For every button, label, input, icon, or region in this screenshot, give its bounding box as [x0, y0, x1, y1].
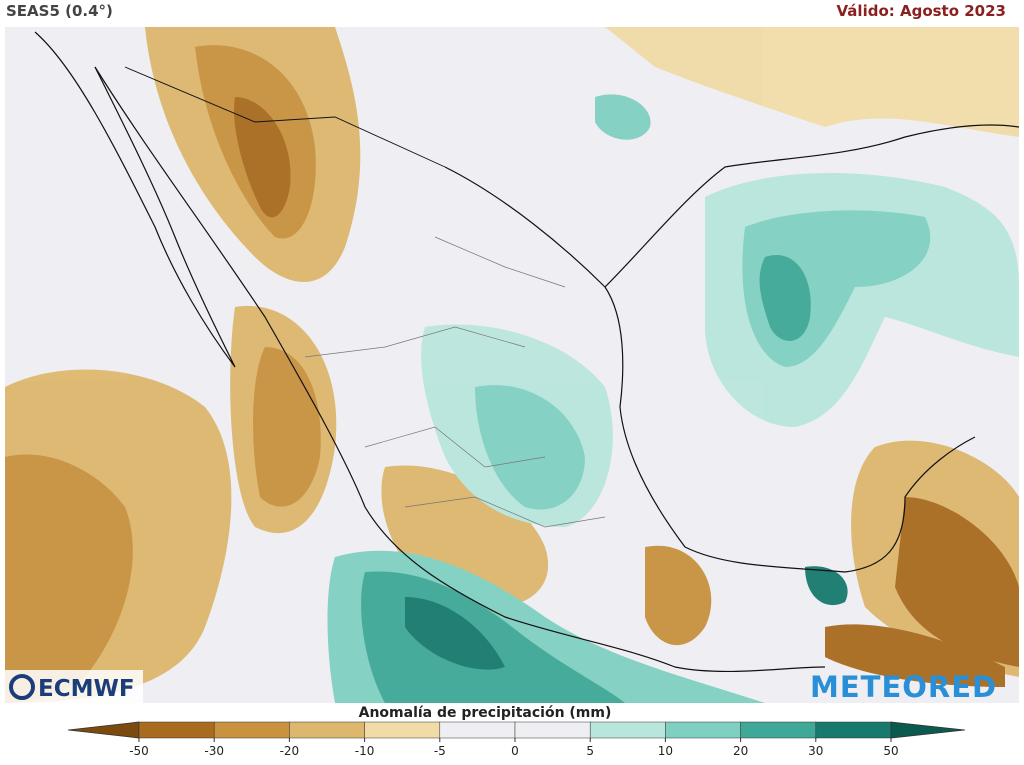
colorbar-tick-label: 10: [658, 744, 673, 758]
colorbar-segment: [589, 721, 666, 739]
ecmwf-logo: ECMWF: [5, 670, 143, 703]
legend: Anomalía de precipitación (mm) -50 -30 -20…: [67, 705, 966, 758]
colorbar-tick-label: 50: [883, 744, 898, 758]
colorbar-tick-label: -30: [204, 744, 224, 758]
colorbar-tick-label: 20: [733, 744, 748, 758]
logo-right: METEORED: [810, 670, 997, 703]
valid-date: Válido: Agosto 2023: [836, 2, 1006, 20]
colorbar-tick-label: -5: [434, 744, 446, 758]
colorbar-tick-label: 0: [511, 744, 519, 758]
colorbar-segment: [740, 721, 817, 739]
colorbar-extend-high: [890, 721, 966, 739]
borders: [304, 236, 606, 528]
anomaly-fields: [5, 27, 1019, 703]
colorbar-segment: [289, 721, 365, 739]
colorbar-segment: [439, 721, 516, 739]
colorbar-tick-label: 30: [808, 744, 823, 758]
legend-title: Anomalía de precipitación (mm): [359, 705, 612, 721]
colorbar-segment: [213, 721, 290, 739]
colorbar-tick-label: -50: [129, 744, 149, 758]
colorbar-segment: [138, 721, 215, 739]
colorbar-segment: [514, 721, 591, 739]
model-label: SEAS5 (0.4°): [6, 2, 113, 20]
map: ECMWF METEORED: [5, 27, 1019, 703]
colorbar-segment: [364, 721, 441, 739]
coastlines: [34, 31, 1019, 673]
colorbar-extend-low: [67, 721, 140, 739]
colorbar-segment: [665, 721, 741, 739]
colorbar-tick-label: 5: [586, 744, 594, 758]
colorbar-tick-label: -20: [280, 744, 300, 758]
colorbar-tick-label: -10: [355, 744, 375, 758]
colorbar: -50 -30 -20 -10 -5 0 5 10 20 30 50: [67, 721, 966, 758]
logo-left: ECMWF: [38, 676, 135, 702]
colorbar-segment: [815, 721, 892, 739]
